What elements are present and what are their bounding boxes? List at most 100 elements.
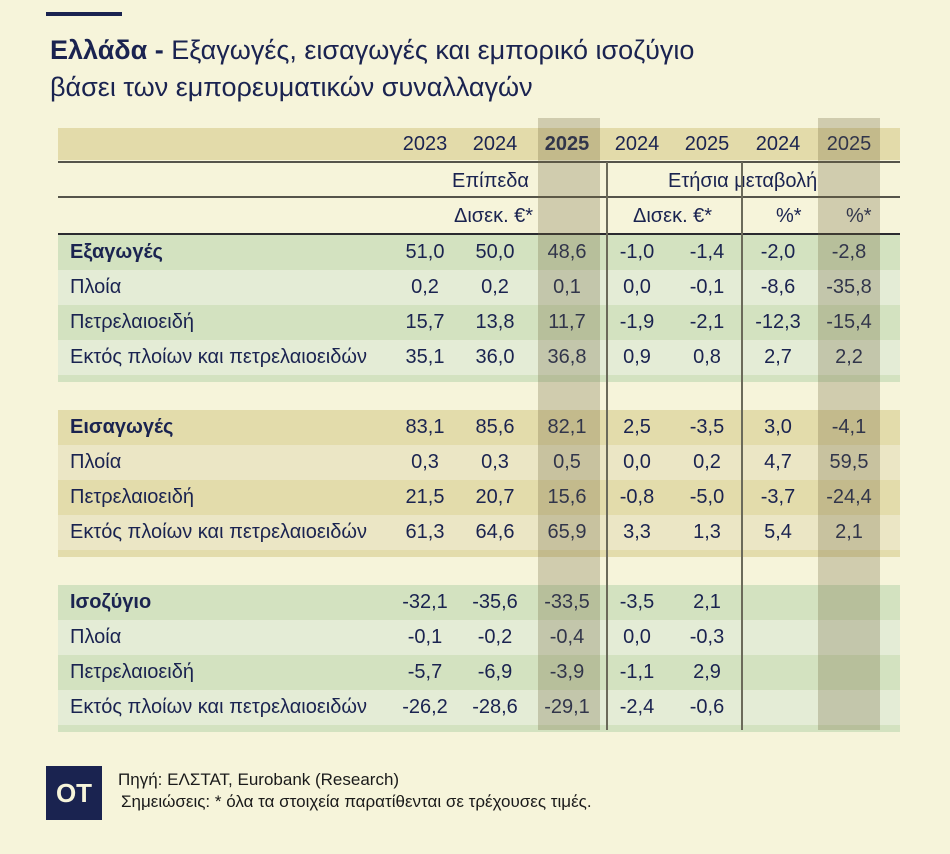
value-cell: 3,3 xyxy=(623,521,651,543)
value-cell: -0,3 xyxy=(689,626,725,648)
balance-row: Πλοία -0,1 -0,2 -0,4 0,0 -0,3 xyxy=(58,620,900,655)
column-separator xyxy=(741,162,743,730)
value-cell: -3,9 xyxy=(549,661,585,683)
footnote: Σημειώσεις: * όλα τα στοιχεία παρατίθεντ… xyxy=(121,792,592,811)
accent-bar xyxy=(46,12,122,16)
value-cell: 13,8 xyxy=(475,311,515,333)
value-cell xyxy=(743,585,813,620)
value-cell: -26,2 xyxy=(402,696,448,718)
value-cell: -1,0 xyxy=(619,241,655,263)
year-header: 2024 xyxy=(755,133,801,155)
source-note: Πηγή: ΕΛΣΤΑΤ, Eurobank (Research) xyxy=(118,770,400,789)
value-cell: 82,1 xyxy=(547,416,587,438)
ot-logo: OT xyxy=(46,766,102,820)
section-end-strip xyxy=(58,725,900,732)
year-header: 2024 xyxy=(472,133,518,155)
row-label: Εκτός πλοίων και πετρελαιοειδών xyxy=(70,696,367,718)
value-cell: 0,0 xyxy=(623,276,651,298)
value-cell: -2,4 xyxy=(619,696,655,718)
unit-pct-2025: %* xyxy=(846,205,872,227)
value-cell: -3,5 xyxy=(689,416,725,438)
balance-row: Πετρελαιοειδή -5,7 -6,9 -3,9 -1,1 2,9 xyxy=(58,655,900,690)
value-cell: 0,5 xyxy=(553,451,581,473)
value-cell: 51,0 xyxy=(405,241,445,263)
value-cell: 21,5 xyxy=(405,486,445,508)
exports-total-row: Εξαγωγές 51,0 50,0 48,6 -1,0 -1,4 -2,0 -2,8 xyxy=(58,235,900,270)
row-label: Πλοία xyxy=(70,276,122,298)
value-cell: 85,6 xyxy=(475,416,515,438)
value-cell: 4,7 xyxy=(764,451,792,473)
value-cell: 0,2 xyxy=(693,451,721,473)
value-cell: 15,7 xyxy=(405,311,445,333)
value-cell: 0,9 xyxy=(623,346,651,368)
row-label: Ισοζύγιο xyxy=(70,591,152,613)
value-cell: -2,0 xyxy=(760,241,796,263)
section-end-strip xyxy=(58,550,900,557)
value-cell: 11,7 xyxy=(548,311,586,333)
value-cell: 1,3 xyxy=(693,521,721,543)
value-cell: 3,0 xyxy=(764,416,792,438)
divider xyxy=(58,233,900,235)
value-cell: 0,1 xyxy=(553,276,581,298)
value-cell: 59,5 xyxy=(829,451,869,473)
value-cell: 64,6 xyxy=(475,521,515,543)
value-cell: -4,1 xyxy=(831,416,867,438)
value-cell: 65,9 xyxy=(547,521,587,543)
row-label: Εισαγωγές xyxy=(70,416,174,438)
value-cell: -0,2 xyxy=(477,626,513,648)
value-cell: -2,8 xyxy=(831,241,867,263)
unit-change-abs: Δισεκ. €* xyxy=(633,205,713,227)
value-cell: 0,2 xyxy=(411,276,439,298)
divider xyxy=(58,161,900,163)
row-label: Πλοία xyxy=(70,626,122,648)
value-cell: 50,0 xyxy=(475,241,515,263)
value-cell xyxy=(743,690,813,725)
value-cell: 5,4 xyxy=(764,521,792,543)
value-cell: 2,7 xyxy=(764,346,792,368)
year-header: 2025 xyxy=(826,133,872,155)
value-cell xyxy=(743,655,813,690)
highlight-column-2025-pct xyxy=(818,118,880,730)
value-cell xyxy=(743,620,813,655)
value-cell: -1,4 xyxy=(689,241,725,263)
title-main: Εξαγωγές, εισαγωγές και εμπορικό ισοζύγι… xyxy=(163,35,695,65)
value-cell: -3,7 xyxy=(760,486,796,508)
row-label: Εξαγωγές xyxy=(70,241,163,263)
value-cell: -35,8 xyxy=(826,276,872,298)
imports-row: Πλοία 0,3 0,3 0,5 0,0 0,2 4,7 59,5 xyxy=(58,445,900,480)
value-cell: 0,3 xyxy=(481,451,509,473)
value-cell: -3,5 xyxy=(619,591,655,613)
value-cell: 2,9 xyxy=(693,661,721,683)
value-cell: -33,5 xyxy=(544,591,590,613)
title-country: Ελλάδα - xyxy=(50,35,164,65)
exports-row: Πετρελαιοειδή 15,7 13,8 11,7 -1,9 -2,1 -12,3 -1… xyxy=(58,305,900,340)
year-header: 2025 xyxy=(684,133,730,155)
row-label: Πλοία xyxy=(70,451,122,473)
value-cell: -0,8 xyxy=(619,486,655,508)
value-cell: 48,6 xyxy=(547,241,587,263)
column-separator xyxy=(606,162,608,730)
value-cell: 2,1 xyxy=(835,521,863,543)
page-title: Ελλάδα - Εξαγωγές, εισαγωγές και εμπορικ… xyxy=(50,32,694,106)
exports-row: Εκτός πλοίων και πετρελαιοειδών 35,1 36,0 3… xyxy=(58,340,900,375)
value-cell: -6,9 xyxy=(477,661,513,683)
value-cell: -32,1 xyxy=(402,591,448,613)
value-cell: -2,1 xyxy=(689,311,725,333)
value-cell: -15,4 xyxy=(826,311,872,333)
divider xyxy=(58,196,900,198)
balance-row: Εκτός πλοίων και πετρελαιοειδών -26,2 -28,… xyxy=(58,690,900,725)
value-cell: -0,4 xyxy=(549,626,585,648)
value-cell: -8,6 xyxy=(760,276,796,298)
value-cell: 36,8 xyxy=(547,346,587,368)
value-cell: 2,5 xyxy=(623,416,651,438)
imports-total-row: Εισαγωγές 83,1 85,6 82,1 2,5 -3,5 3,0 -4,1 xyxy=(58,410,900,445)
row-label: Πετρελαιοειδή xyxy=(70,311,194,333)
value-cell: 20,7 xyxy=(475,486,515,508)
value-cell: -0,1 xyxy=(407,626,443,648)
value-cell: 0,3 xyxy=(411,451,439,473)
value-cell: -28,6 xyxy=(472,696,518,718)
value-cell: -0,6 xyxy=(689,696,725,718)
title-line2: βάσει των εμπορευματικών συναλλαγών xyxy=(50,72,533,102)
year-header: 2025 xyxy=(544,133,590,155)
